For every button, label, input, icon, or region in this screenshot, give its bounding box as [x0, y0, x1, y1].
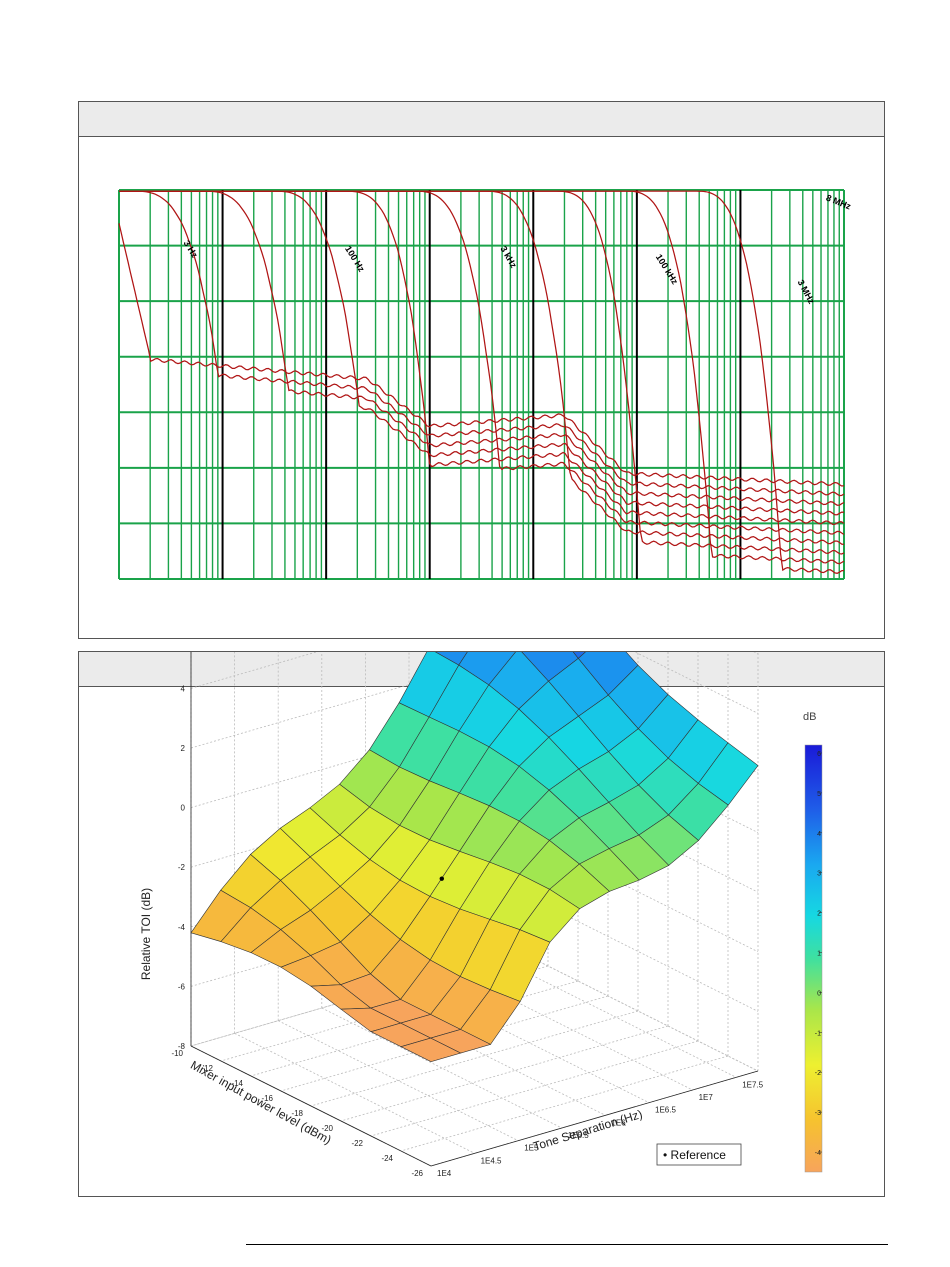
chart2-pow-floor-line — [340, 1025, 669, 1122]
chart2-power-tick-label: -10 — [171, 1049, 183, 1058]
chart1-curve — [118, 223, 845, 487]
chart2-sep-floor-line — [517, 950, 759, 1072]
chart2-surface — [190, 652, 759, 1063]
colorbar-tick-label: -4 — [815, 1150, 821, 1157]
colorbar-title: dB — [803, 711, 816, 723]
chart2-sep-axis — [430, 1070, 759, 1167]
chart2-z-tick-label: 2 — [181, 744, 186, 753]
chart1-curve-label: 100 Hz — [343, 244, 367, 274]
chart2-z-tick-label: 0 — [181, 804, 186, 813]
chart2-power-axis — [190, 1045, 432, 1167]
chart2-z-tick-label: -2 — [178, 863, 186, 872]
chart2-ticks: 86420-2-4-6-8-10-12-14-16-18-20-22-24-26… — [171, 684, 763, 1178]
chart1-curve — [119, 190, 845, 506]
chart2-sep-floor-line — [321, 1007, 562, 1129]
chart2-legend-entry: • Reference — [663, 1148, 726, 1162]
chart2-power-tick-label: -18 — [291, 1109, 303, 1118]
chart2-xlabel: Tone Separation (Hz) — [532, 1107, 645, 1154]
chart1-curves — [118, 190, 845, 574]
chart2-sep-floor-line — [496, 956, 737, 1078]
chart2-sep-tick-label: 1E6.5 — [655, 1106, 676, 1115]
toi-surface-chart: 86420-2-4-6-8-10-12-14-16-18-20-22-24-26… — [139, 652, 823, 1178]
chart2-pow-floor-line — [280, 995, 609, 1092]
chart2-sep-floor-line — [234, 1032, 475, 1154]
chart2-sep-tick-label: 1E5.5 — [568, 1131, 589, 1140]
chart2-z-tick-label: -6 — [178, 982, 186, 991]
colorbar-tick-label: -2 — [815, 1070, 821, 1077]
chart2-surface-patch — [572, 652, 586, 659]
chart2-sep-tick-label: 1E5 — [524, 1144, 539, 1153]
chart2-legend-box — [656, 1143, 742, 1166]
colorbar-tick-label: 4 — [817, 831, 821, 838]
chart2-surface-patch — [400, 1037, 462, 1063]
chart2-reference-point — [439, 876, 444, 881]
chart2-power-tick-label: -26 — [411, 1169, 423, 1178]
chart1-grid — [118, 189, 845, 580]
chart2-power-tick-label: -20 — [321, 1124, 333, 1133]
colorbar-tick-label: 2 — [817, 911, 821, 918]
chart2-pow-floor-line — [250, 980, 579, 1077]
chart2-sep-tick-label: 1E4.5 — [481, 1156, 502, 1165]
colorbar-tick-label: 6 — [817, 751, 821, 758]
chart2-pow-floor-line — [370, 1040, 699, 1137]
chart2-sep-floor-line — [278, 1020, 519, 1142]
footer-rule — [246, 1244, 888, 1245]
chart1-curve-label: 3 Hz — [182, 239, 201, 260]
chart2-sep-tick-label: 1E7.5 — [742, 1080, 763, 1089]
chart2-power-tick-label: -22 — [351, 1139, 363, 1148]
chart2-legend: • Reference — [656, 1143, 742, 1166]
chart2-power-axis-label: Mixer input power level (dBm) — [188, 1058, 334, 1147]
top-chart-header — [79, 102, 884, 137]
colorbar-tick-label: 3 — [817, 871, 821, 878]
chart1-curve-label: 100 kHz — [654, 252, 681, 286]
chart2-power-tick-label: -12 — [201, 1064, 213, 1073]
colorbar-tick-label: 5 — [817, 791, 821, 798]
colorbar-tick-label: -3 — [815, 1110, 821, 1117]
chart2-power-tick-label: -14 — [231, 1079, 243, 1088]
chart2-pow-floor-line — [310, 1010, 639, 1107]
chart2-sep-tick-label: 1E6 — [611, 1118, 626, 1127]
colorbar-tick-label: -1 — [815, 1030, 821, 1037]
chart2-pow-floor-line — [400, 1055, 729, 1152]
colorbar-tick-label: 0 — [817, 990, 821, 997]
colorbar-tick-label: 1 — [817, 951, 821, 958]
bottom-chart-panel: 86420-2-4-6-8-10-12-14-16-18-20-22-24-26… — [78, 651, 885, 1197]
colorbar — [804, 744, 823, 1173]
chart2-axes — [190, 652, 759, 1167]
chart2-z-tick-label: -8 — [178, 1042, 186, 1051]
chart2-z-tick-label: 4 — [181, 684, 186, 693]
chart2-sep-tick-label: 1E4 — [437, 1169, 452, 1178]
top-chart-panel: 3 Hz 100 Hz 3 kHz 100 kHz 3 MHz 8 MHz — [78, 101, 885, 639]
chart2-power-tick-label: -16 — [261, 1094, 273, 1103]
chart2-z-gridline — [190, 652, 759, 714]
chart2-sep-tick-label: 1E7 — [699, 1093, 714, 1102]
chart1-curve — [119, 190, 845, 574]
chart2-z-tick-label: -4 — [178, 923, 186, 932]
chart1-curve — [119, 190, 845, 497]
chart2-power-tick-label: -24 — [381, 1154, 393, 1163]
chart2-ylabel: Relative TOI (dB) — [139, 888, 153, 980]
